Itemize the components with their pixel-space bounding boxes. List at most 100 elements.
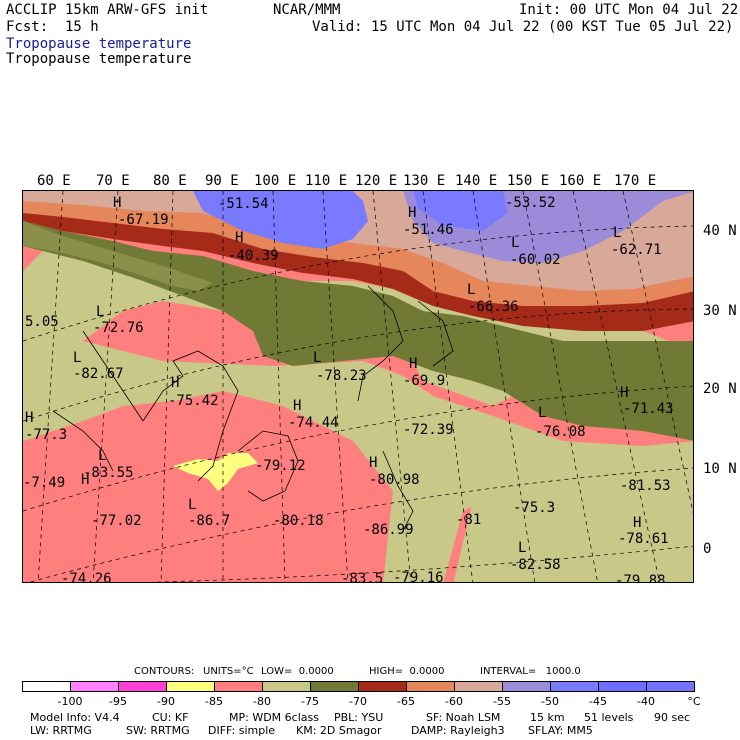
colorbar-cell: [502, 681, 551, 692]
colorbar-cell: [454, 681, 503, 692]
map-annotation: -69.9: [403, 373, 446, 389]
colorbar-label: -85: [205, 695, 223, 708]
map-annotation: -77.3: [25, 427, 68, 443]
map-annotation: -67.19: [118, 212, 169, 228]
map-annotation: -77.02: [91, 513, 142, 529]
map-annotation: -74.26: [61, 571, 112, 583]
lon-label: 140 E: [455, 173, 498, 189]
shortwave-scheme: SW: RRTMG: [126, 724, 190, 737]
colorbar-cell: [70, 681, 119, 692]
map-annotation: 5.05: [25, 314, 59, 330]
colorbar-label: -95: [109, 695, 127, 708]
field-title-secondary: Tropopause temperature: [6, 51, 192, 67]
colorbar-label: -70: [349, 695, 367, 708]
map-annotation: -80.98: [369, 472, 420, 488]
map-annotation: -79.88: [615, 573, 666, 583]
lon-label: 120 E: [355, 173, 398, 189]
lat-label: 20 N: [703, 381, 737, 397]
colorbar-cell: [550, 681, 599, 692]
lon-label: 60 E: [37, 173, 71, 189]
km-option: KM: 2D Smagor: [296, 724, 382, 737]
colorbar-cell: [166, 681, 215, 692]
map-annotation: -75.3: [513, 500, 556, 516]
contours-label: CONTOURS:: [134, 666, 195, 677]
model-info: Model Info: V4.4: [30, 711, 120, 724]
map-panel: H -67.19 -51.54 H -40.39 -53.52 H -51.46…: [22, 190, 694, 583]
map-annotation: -7.49: [23, 475, 66, 491]
grid-spacing: 15 km: [530, 711, 565, 724]
map-annotation: L: [313, 350, 322, 366]
map-annotation: H: [235, 230, 244, 246]
colorbar-label: -40: [637, 695, 655, 708]
map-annotation: -82.58: [510, 557, 561, 573]
map-annotation: L: [188, 497, 197, 513]
map-annotation: H: [171, 375, 180, 391]
map-annotation: H: [409, 356, 418, 372]
map-annotation: H: [113, 195, 122, 211]
map-annotation: -81: [456, 512, 482, 528]
colorbar-cell: [406, 681, 455, 692]
microphysics-scheme: MP: WDM 6class: [229, 711, 319, 724]
longwave-scheme: LW: RRTMG: [30, 724, 92, 737]
timestep: 90 sec: [654, 711, 691, 724]
map-annotation: -75.42: [168, 393, 219, 409]
map-annotation: -40.39: [228, 248, 279, 264]
lon-label: 90 E: [205, 173, 239, 189]
map-annotation: L: [467, 282, 476, 298]
map-annotation: -83.55: [83, 465, 134, 481]
map-annotation: -78.23: [316, 368, 367, 384]
low-label: LOW= 0.0000: [261, 666, 334, 677]
map-annotation: L: [98, 448, 107, 464]
map-annotation: H: [25, 410, 34, 426]
interval-label: INTERVAL= 1000.0: [480, 666, 581, 677]
surface-layer-option: SFLAY: MM5: [528, 724, 593, 737]
vertical-levels: 51 levels: [584, 711, 634, 724]
field-title-primary: Tropopause temperature: [6, 36, 192, 52]
map-annotation: -74.44: [288, 415, 339, 431]
colorbar-cell: [310, 681, 359, 692]
lon-label: 130 E: [403, 173, 446, 189]
map-annotation: -78.61: [618, 531, 669, 547]
diffusion-scheme: DIFF: simple: [208, 724, 276, 737]
high-label: HIGH= 0.0000: [369, 666, 445, 677]
map-annotation: -83.5: [341, 571, 384, 583]
temperature-field: [23, 191, 693, 582]
center-label: NCAR/MMM: [273, 2, 341, 18]
lon-label: 160 E: [559, 173, 602, 189]
map-annotation: L: [538, 405, 547, 421]
lat-label: 40 N: [703, 223, 737, 239]
colorbar-label: -60: [445, 695, 463, 708]
colorbar-cell: [358, 681, 407, 692]
map-annotation: -82.67: [73, 366, 124, 382]
map-annotation: -60.02: [510, 252, 561, 268]
map-annotation: H: [408, 205, 417, 221]
colorbar-label: -65: [397, 695, 415, 708]
map-annotation: -86.7: [188, 513, 231, 529]
colorbar-label: -80: [253, 695, 271, 708]
map-annotation: -72.76: [93, 320, 144, 336]
map-annotation: -81.53: [620, 478, 671, 494]
lon-label: 150 E: [507, 173, 550, 189]
colorbar-cell: [262, 681, 311, 692]
init-time: Init: 00 UTC Mon 04 Jul 22: [519, 2, 739, 18]
colorbar-cell: [214, 681, 263, 692]
pbl-scheme: PBL: YSU: [334, 711, 384, 724]
colorbar-label: -100: [57, 695, 83, 708]
surface-scheme: SF: Noah LSM: [426, 711, 501, 724]
lon-label: 170 E: [614, 173, 657, 189]
model-title: ACCLIP 15km ARW-GFS init: [6, 2, 209, 18]
units-label: UNITS=°C: [203, 666, 254, 677]
cumulus-scheme: CU: KF: [152, 711, 189, 724]
map-annotation: -51.54: [218, 196, 269, 212]
map-annotation: -76.08: [535, 424, 586, 440]
lon-label: 110 E: [305, 173, 348, 189]
colorbar-cell: [598, 681, 647, 692]
valid-time: Valid: 15 UTC Mon 04 Jul 22 (00 KST Tue …: [312, 19, 734, 35]
colorbar-label: -45: [589, 695, 607, 708]
map-annotation: L: [511, 235, 520, 251]
colorbar-label: -75: [301, 695, 319, 708]
map-annotation: L: [73, 350, 82, 366]
map-annotation: -53.52: [505, 195, 556, 211]
map-annotation: L: [518, 540, 527, 556]
map-annotation: -86.99: [363, 522, 414, 538]
